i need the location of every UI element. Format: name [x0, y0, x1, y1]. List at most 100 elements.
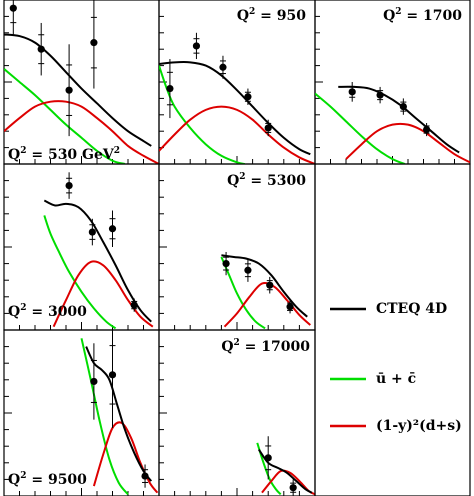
data-marker [376, 91, 384, 99]
data-marker [166, 84, 174, 93]
panel-label-sup: 2 [234, 338, 240, 348]
panel-label-sup: 2 [20, 471, 26, 481]
data-point [266, 276, 274, 294]
data-point [244, 88, 252, 105]
data-point [141, 464, 149, 488]
panel-label-value: = 530 GeV [26, 147, 114, 163]
green-curve [4, 68, 126, 164]
panel-label-sup: 2 [20, 303, 26, 313]
data-marker [90, 39, 98, 47]
data-point [37, 22, 45, 76]
data-marker [108, 371, 117, 379]
data-point [423, 123, 431, 137]
data-point [9, 0, 17, 35]
data-marker [9, 4, 17, 12]
data-marker [37, 45, 45, 53]
panel-label-value: = 950 [255, 8, 306, 24]
data-marker [65, 181, 73, 190]
legend-entry: ū + c̄ [330, 371, 416, 387]
panel-label-sup: 2 [239, 172, 245, 182]
data-point [264, 119, 272, 137]
data-marker [348, 88, 356, 96]
panel-label-value: = 5300 [246, 173, 307, 189]
panel-label: Q2 = 3000 [8, 303, 87, 320]
panel-label: Q2 = 9500 [8, 471, 87, 488]
red-curve [92, 421, 159, 494]
data-point [289, 479, 297, 496]
cteq-curve [85, 346, 153, 482]
data-marker [264, 124, 272, 132]
data-marker [264, 454, 272, 462]
panel-label: Q2 = 530 GeV2 [8, 146, 120, 163]
data-point [65, 172, 73, 199]
data-point [219, 55, 227, 79]
panel-7: Q2 = 17000 [158, 329, 316, 496]
data-point [286, 300, 294, 314]
data-point [90, 0, 98, 89]
panel-label: Q2 = 5300 [227, 172, 306, 189]
green-curve [80, 338, 129, 495]
panel-label-value: = 3000 [26, 304, 87, 320]
data-marker [244, 266, 252, 274]
panel-label-q: Q [8, 472, 20, 488]
data-point [130, 298, 138, 312]
panel-label-q: Q [227, 173, 239, 189]
panel-label-q: Q [237, 8, 249, 24]
green-curve [220, 256, 266, 330]
data-point [108, 210, 117, 247]
data-point [264, 436, 272, 480]
panel-label-sup: 2 [249, 7, 255, 17]
data-point [244, 258, 252, 282]
panel-frame [158, 0, 316, 165]
data-point [65, 44, 73, 137]
legend-entry: CTEQ 4D [330, 301, 447, 317]
panel-6: Q2 = 9500 [3, 329, 160, 496]
data-marker [244, 93, 252, 101]
panel-label-unit-sup: 2 [114, 146, 120, 156]
data-marker [289, 484, 297, 492]
data-marker [65, 86, 73, 94]
cteq-curve [221, 254, 308, 318]
panel-1: Q2 = 530 GeV2 [3, 0, 160, 165]
panel-4: Q2 = 3000 [3, 163, 160, 331]
panel-label-q: Q [383, 8, 395, 24]
panel-3: Q2 = 1700 [314, 0, 471, 165]
data-marker [266, 281, 274, 289]
data-marker [286, 303, 294, 311]
red-curve [52, 260, 154, 328]
panel-label-q: Q [8, 147, 20, 163]
panel-label: Q2 = 1700 [383, 7, 462, 24]
panel-label-q: Q [221, 339, 233, 355]
panel-label: Q2 = 950 [237, 7, 306, 24]
legend-label: (1-y)²(d+s) [376, 418, 462, 434]
data-point [108, 330, 117, 428]
panel-label-sup: 2 [395, 7, 401, 17]
panel-label-value: = 9500 [26, 472, 87, 488]
data-marker [222, 260, 230, 268]
data-marker [108, 225, 117, 233]
green-curve [256, 442, 282, 496]
data-point [192, 32, 201, 60]
red-curve [159, 105, 315, 164]
data-marker [90, 377, 98, 386]
legend-box [314, 163, 471, 496]
data-marker [130, 301, 138, 309]
data-point [376, 86, 384, 104]
data-marker [219, 63, 227, 71]
data-point [166, 59, 174, 119]
data-point [399, 98, 407, 115]
green-curve [159, 65, 246, 164]
panel-label: Q2 = 17000 [221, 338, 310, 355]
data-point [222, 251, 230, 276]
panel-label-value: = 1700 [402, 8, 463, 24]
data-marker [88, 228, 96, 236]
data-marker [141, 472, 149, 480]
green-curve [315, 92, 406, 164]
data-marker [423, 125, 431, 134]
panel-frame [3, 0, 160, 165]
panel-frame [314, 0, 471, 165]
red-curve [345, 122, 470, 164]
legend: CTEQ 4D ū + c̄ (1-y)²(d+s) [314, 163, 471, 496]
